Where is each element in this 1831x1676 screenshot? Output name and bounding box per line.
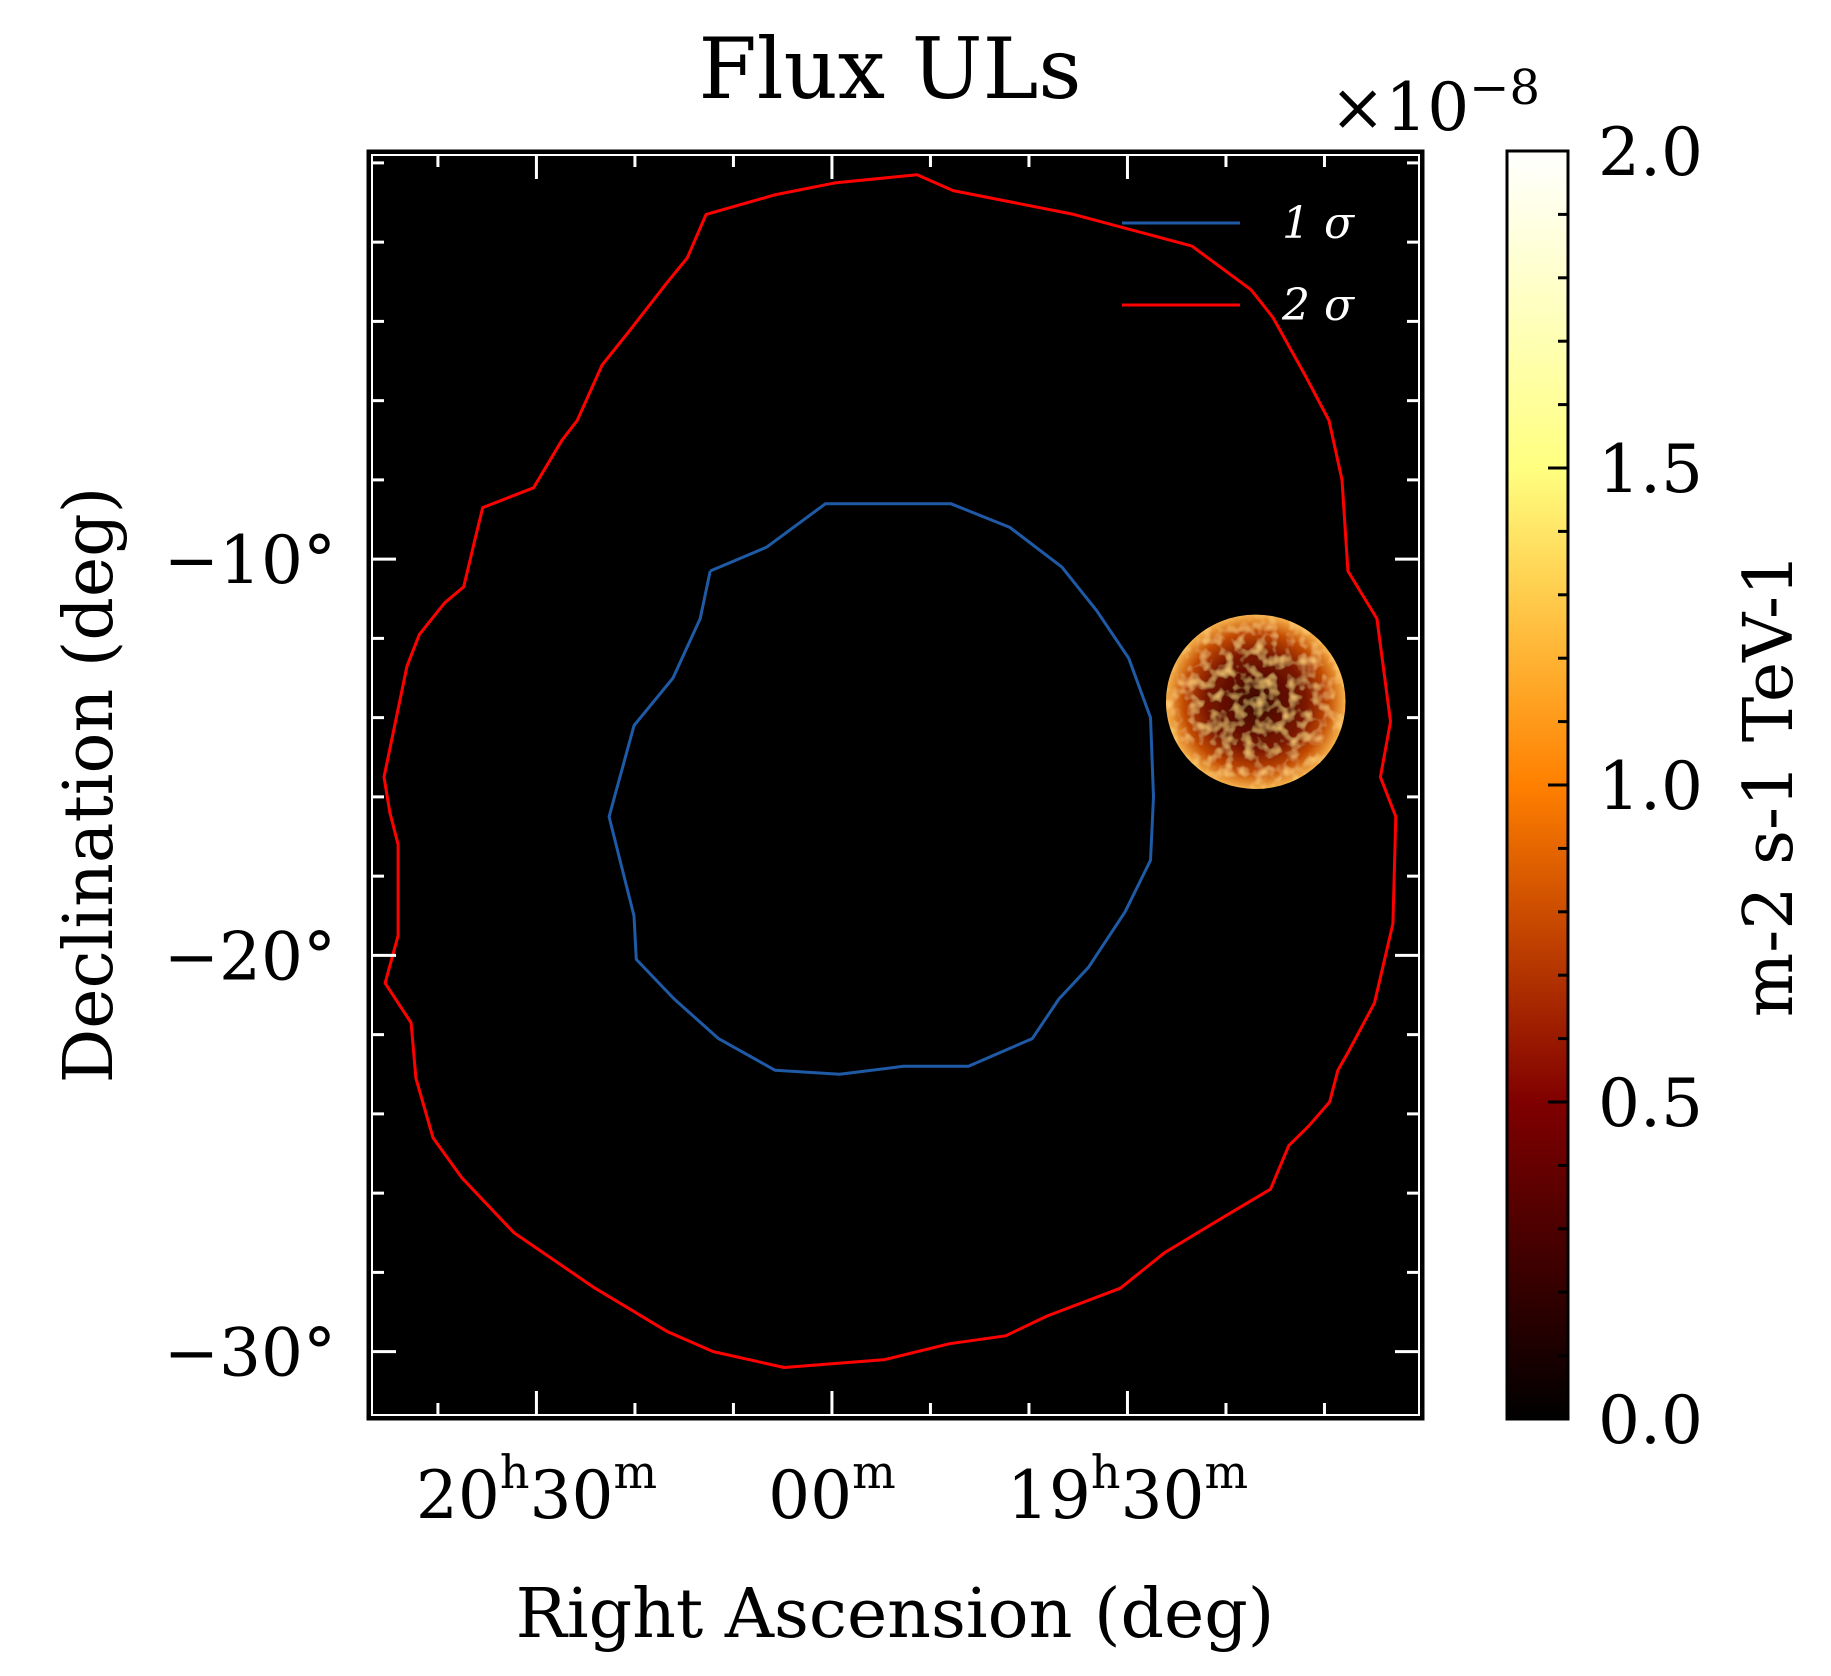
colorbar-label: m-2 s-1 TeV-1	[1730, 553, 1809, 1018]
contour-2σ	[382, 173, 1398, 1369]
colorbar-tick-label: 1.5	[1598, 431, 1703, 508]
x-tick-label: 19h30m	[1007, 1445, 1248, 1534]
plot-frame	[366, 149, 1425, 1421]
colorbar-tick-label: 2.0	[1598, 114, 1703, 191]
chart-title: Flux ULs	[698, 20, 1081, 118]
colorbar-tick-label: 1.0	[1598, 748, 1703, 825]
legend-label-2sigma: 2 σ	[1281, 280, 1356, 331]
colorbar-tick-label: 0.5	[1598, 1065, 1703, 1142]
legend: 1 σ 2 σ	[1122, 198, 1356, 331]
heatmap-blob	[1165, 614, 1346, 789]
x-tick-label: 00m	[768, 1445, 896, 1534]
y-tick-label: −20°	[164, 918, 336, 995]
colorbar-tick-label: 0.0	[1598, 1382, 1703, 1459]
y-tick-label: −10°	[164, 522, 336, 599]
y-tick-label: −30°	[164, 1315, 336, 1392]
contour-1σ	[607, 502, 1155, 1076]
x-tick-label: 20h30m	[416, 1445, 657, 1534]
plot-inner-frame	[371, 154, 1420, 1416]
y-axis-label: Declination (deg)	[50, 487, 129, 1083]
x-axis-label: Right Ascension (deg)	[516, 1575, 1275, 1654]
legend-label-1sigma: 1 σ	[1282, 198, 1356, 249]
colorbar-exponent: ×10−8	[1330, 60, 1540, 146]
